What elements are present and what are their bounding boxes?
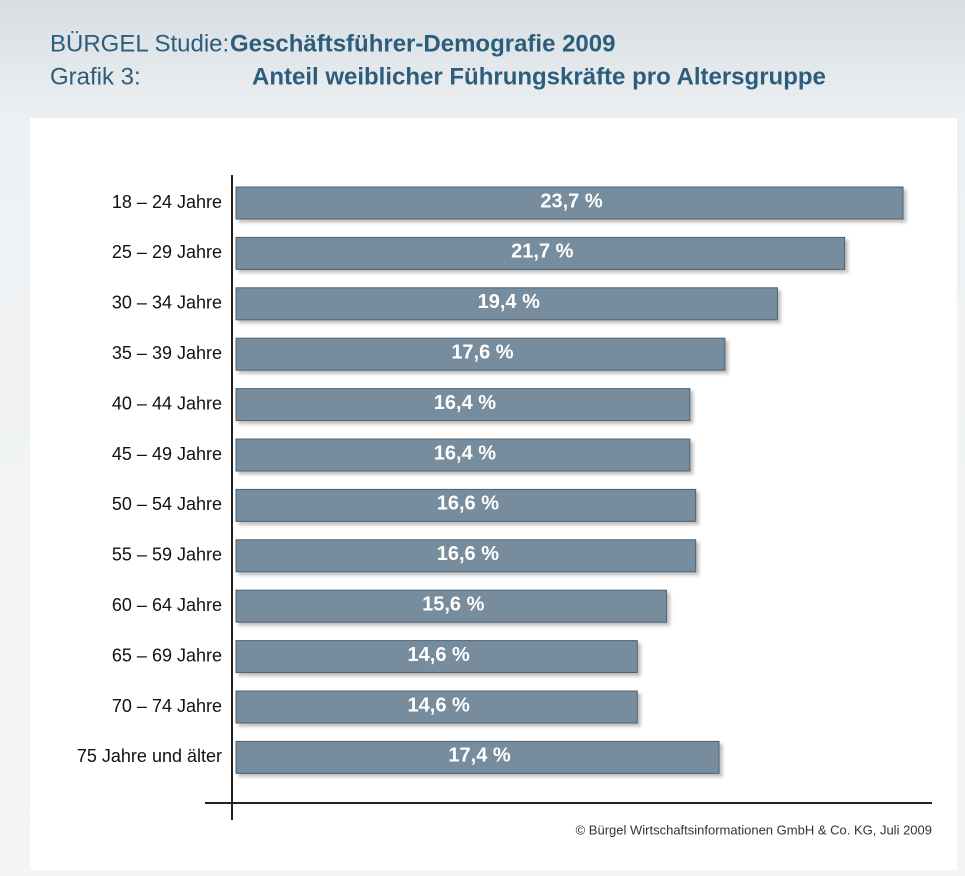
value-label: 17,6 % <box>451 341 513 363</box>
source: © Bürgel Wirtschaftsinformationen GmbH &… <box>576 822 932 837</box>
bar <box>235 287 778 321</box>
chart-title: Geschäftsführer-Demografie 2009 <box>230 30 615 57</box>
bar <box>235 236 846 270</box>
y-tick-label: 18 – 24 Jahre <box>112 192 222 212</box>
value-label: 16,6 % <box>437 493 499 515</box>
y-tick-label: 75 Jahre und älter <box>77 746 222 766</box>
value-label: 21,7 % <box>511 241 573 263</box>
value-label: 16,4 % <box>434 392 496 414</box>
y-tick-label: 65 – 69 Jahre <box>112 645 222 665</box>
y-tick-label: 35 – 39 Jahre <box>112 343 222 363</box>
y-tick-label: 60 – 64 Jahre <box>112 595 222 615</box>
bar <box>235 186 904 220</box>
value-label: 19,4 % <box>478 291 540 313</box>
value-label: 16,4 % <box>434 442 496 464</box>
value-label: 16,6 % <box>437 543 499 565</box>
value-label: 14,6 % <box>408 644 470 666</box>
y-tick-label: 30 – 34 Jahre <box>112 293 222 313</box>
bar <box>235 690 638 724</box>
subtitle-prefix: Grafik 3: <box>50 63 141 90</box>
y-tick-label: 55 – 59 Jahre <box>112 545 222 565</box>
y-tick-label: 45 – 49 Jahre <box>112 444 222 464</box>
y-tick-label: 50 – 54 Jahre <box>112 494 222 514</box>
value-label: 14,6 % <box>408 694 470 716</box>
value-label: 17,4 % <box>448 745 510 767</box>
value-label: 23,7 % <box>540 190 602 212</box>
bar <box>235 640 638 674</box>
bar <box>235 539 697 573</box>
y-tick-label: 70 – 74 Jahre <box>112 696 222 716</box>
y-tick-label: 25 – 29 Jahre <box>112 242 222 262</box>
bar <box>235 488 697 522</box>
bar <box>235 740 720 774</box>
chart-subtitle: Anteil weiblicher Führungskräfte pro Alt… <box>252 63 826 90</box>
bar <box>235 337 726 371</box>
bar <box>235 388 691 422</box>
value-label: 15,6 % <box>422 593 484 615</box>
bar <box>235 589 668 623</box>
bar <box>235 438 691 472</box>
title-prefix: BÜRGEL Studie: <box>50 30 229 57</box>
y-tick-label: 40 – 44 Jahre <box>112 393 222 413</box>
